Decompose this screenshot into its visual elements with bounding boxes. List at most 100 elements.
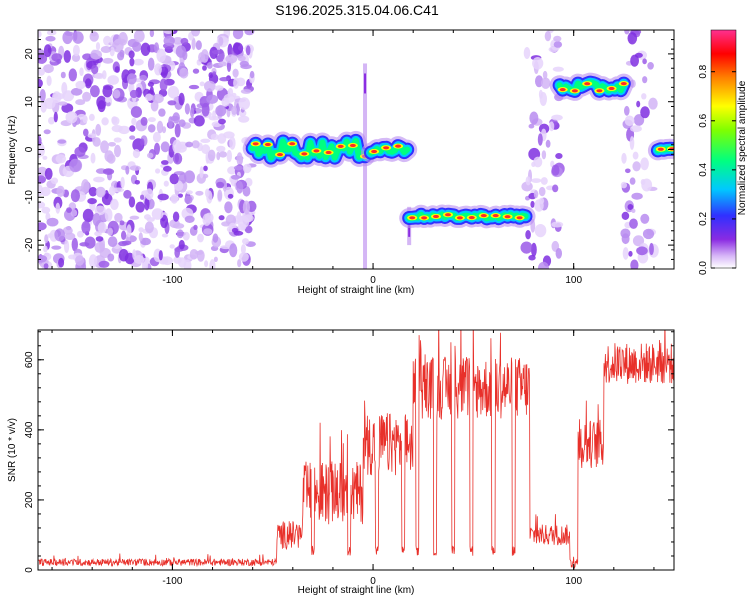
noise-blob bbox=[631, 208, 636, 213]
track-band bbox=[249, 137, 368, 161]
noise-blob bbox=[204, 212, 214, 223]
noise-blob bbox=[551, 114, 563, 121]
noise-blob bbox=[630, 259, 639, 269]
noise-blob bbox=[163, 165, 172, 172]
noise-blob bbox=[529, 111, 539, 125]
noise-blob bbox=[625, 168, 631, 174]
noise-blob bbox=[91, 64, 99, 75]
track-peak bbox=[325, 150, 332, 155]
noise-blob bbox=[94, 242, 105, 253]
track-peak bbox=[596, 89, 603, 93]
noise-blob bbox=[147, 81, 154, 87]
noise-blob bbox=[159, 78, 168, 92]
colorbar-tick-label: 0.2 bbox=[698, 212, 709, 226]
noise-blob bbox=[55, 202, 61, 214]
noise-blob bbox=[95, 236, 104, 242]
noise-blob bbox=[231, 227, 239, 233]
noise-blob bbox=[129, 135, 136, 140]
noise-blob bbox=[237, 259, 242, 268]
track-peak bbox=[456, 216, 463, 220]
noise-blob bbox=[71, 87, 83, 96]
noise-blob bbox=[89, 113, 95, 121]
noise-blob bbox=[43, 263, 49, 269]
noise-blob bbox=[90, 85, 100, 98]
noise-blob bbox=[640, 213, 650, 224]
noise-blob bbox=[38, 30, 42, 38]
noise-blob bbox=[233, 77, 240, 89]
noise-blob bbox=[72, 31, 84, 44]
noise-blob bbox=[131, 117, 137, 126]
noise-blob bbox=[631, 192, 643, 200]
track-peak bbox=[264, 142, 271, 147]
noise-blob bbox=[161, 256, 173, 266]
noise-blob bbox=[125, 165, 130, 175]
noise-blob bbox=[630, 54, 639, 67]
colorbar: 0.0 0.2 0.4 0.6 0.8 Normalized spectral ampl… bbox=[698, 29, 748, 275]
noise-blob bbox=[169, 219, 180, 229]
noise-blob bbox=[621, 233, 630, 245]
noise-blob bbox=[226, 149, 232, 163]
noise-blob bbox=[621, 211, 630, 220]
noise-blob bbox=[107, 253, 115, 262]
noise-blob bbox=[152, 131, 161, 143]
noise-blob bbox=[93, 176, 105, 183]
noise-blob bbox=[107, 227, 113, 236]
noise-blob bbox=[71, 237, 79, 252]
noise-blob bbox=[528, 254, 536, 261]
noise-blob bbox=[120, 176, 125, 189]
snr-frame bbox=[37, 329, 675, 571]
noise-blob bbox=[236, 181, 244, 194]
noise-blob bbox=[38, 68, 45, 76]
noise-blob bbox=[647, 62, 654, 70]
x-tick-label: -100 bbox=[162, 275, 182, 286]
noise-blob bbox=[184, 195, 193, 204]
noise-blob bbox=[104, 96, 111, 103]
noise-blob bbox=[245, 45, 251, 56]
snr-series-line bbox=[38, 330, 674, 570]
noise-blob bbox=[111, 125, 123, 133]
noise-blob bbox=[249, 70, 255, 79]
noise-blob bbox=[212, 233, 219, 243]
noise-blob bbox=[140, 116, 148, 126]
noise-blob bbox=[624, 115, 635, 127]
noise-blob bbox=[156, 48, 166, 63]
track-peak bbox=[571, 89, 578, 93]
x-tick-label: 100 bbox=[565, 576, 582, 587]
noise-blob bbox=[642, 58, 647, 65]
noise-blob bbox=[160, 141, 170, 153]
noise-blob bbox=[642, 228, 655, 240]
noise-blob bbox=[240, 64, 252, 70]
noise-blob bbox=[138, 232, 143, 242]
noise-blob bbox=[182, 231, 190, 241]
noise-blob bbox=[102, 57, 114, 64]
track-peak bbox=[421, 216, 428, 220]
noise-blob bbox=[145, 188, 154, 200]
noise-blob bbox=[226, 60, 232, 72]
noise-blob bbox=[82, 115, 88, 124]
noise-blob bbox=[538, 186, 546, 197]
noise-blob bbox=[622, 247, 629, 260]
noise-blob bbox=[43, 129, 51, 135]
colorbar-tick-label: 0.4 bbox=[698, 162, 709, 176]
noise-blob bbox=[180, 37, 189, 45]
noise-blob bbox=[118, 32, 128, 46]
noise-blob bbox=[636, 246, 648, 256]
noise-blob bbox=[172, 37, 184, 45]
vertical-streak-core bbox=[364, 73, 367, 94]
noise-blob bbox=[537, 133, 543, 146]
noise-blob bbox=[43, 245, 48, 253]
noise-blob bbox=[551, 164, 560, 176]
noise-blob bbox=[102, 85, 113, 98]
noise-blob bbox=[147, 117, 156, 123]
noise-blob bbox=[130, 106, 142, 118]
noise-blob bbox=[231, 106, 238, 115]
noise-blob bbox=[525, 230, 531, 240]
noise-blob bbox=[219, 77, 230, 82]
noise-blob bbox=[632, 151, 639, 160]
noise-blob bbox=[232, 68, 239, 78]
noise-blob bbox=[538, 261, 549, 269]
noise-blob bbox=[217, 189, 223, 202]
noise-blob bbox=[151, 208, 164, 220]
noise-blob bbox=[627, 204, 634, 210]
noise-blob bbox=[94, 72, 105, 80]
